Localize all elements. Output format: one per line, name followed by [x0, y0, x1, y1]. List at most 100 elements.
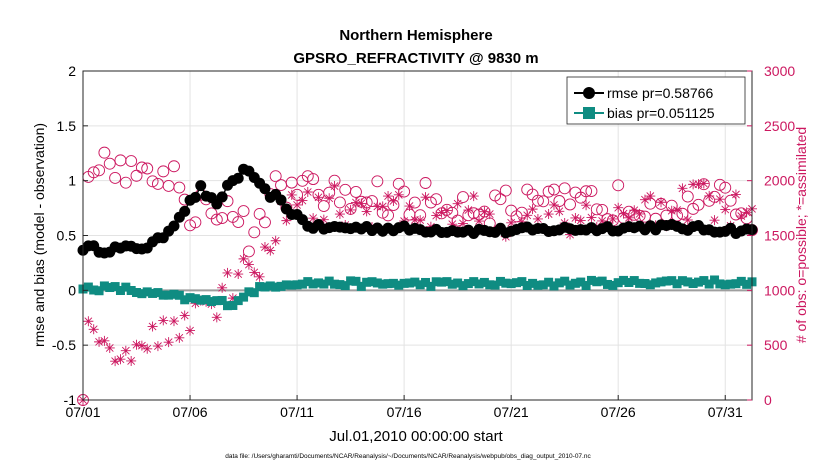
bias-point [720, 280, 730, 290]
obs-possible-point [580, 185, 593, 198]
obs-possible-point [93, 164, 106, 177]
bias-point [544, 277, 554, 287]
y-axis-left-label: rmse and bias (model - observation) [31, 123, 47, 347]
bias-point [271, 282, 281, 292]
obs-possible-point [558, 182, 571, 195]
bias-point [736, 276, 746, 286]
obs-assimilated-point [233, 269, 244, 280]
obs-assimilated-point [115, 354, 126, 365]
obs-assimilated-point [404, 201, 415, 212]
obs-possible-point [119, 176, 132, 189]
obs-assimilated-point [447, 219, 458, 230]
obs-possible-point [269, 170, 282, 183]
y-right-tick-label: 1500 [764, 228, 795, 244]
obs-assimilated-point [292, 199, 303, 210]
obs-assimilated-point [94, 336, 105, 347]
obs-assimilated-point [474, 216, 485, 227]
obs-assimilated-point [720, 204, 731, 215]
bias-point [699, 276, 709, 286]
rmse-point [189, 191, 201, 203]
obs-assimilated-point [243, 259, 254, 270]
bias-point [180, 295, 190, 305]
x-axis-label: Jul.01,2010 00:00:00 start [329, 428, 503, 445]
bias-point [388, 278, 398, 288]
bias-point [624, 278, 634, 288]
bias-point [608, 280, 618, 290]
obs-assimilated-point [286, 189, 297, 200]
x-tick-label: 07/06 [173, 404, 208, 420]
bias-point [431, 277, 441, 287]
bias-point [479, 277, 489, 287]
obs-possible-point [130, 169, 143, 182]
obs-possible-point [189, 216, 202, 229]
obs-possible-point [285, 176, 298, 189]
y-left-tick-label: 0.5 [57, 228, 77, 244]
bias-point [158, 290, 168, 300]
bias-point [458, 281, 468, 291]
obs-possible-point [590, 203, 603, 216]
bias-point [565, 280, 575, 290]
bias-point [367, 277, 377, 287]
rmse-point [195, 180, 207, 192]
x-tick-label: 07/11 [280, 404, 314, 420]
obs-assimilated-point [586, 212, 597, 223]
legend: rmse pr=0.58766 bias pr=0.051125 [566, 76, 746, 125]
bias-point [693, 277, 703, 287]
bias-point [249, 288, 259, 298]
legend-rmse-label: rmse pr=0.58766 [607, 85, 713, 101]
bias-point [645, 280, 655, 290]
obs-assimilated-point [431, 210, 442, 221]
obs-assimilated-point [730, 189, 741, 200]
bias-point [576, 277, 586, 287]
obs-assimilated-point [457, 218, 468, 229]
chart-title: Northern Hemisphere [339, 27, 492, 44]
obs-assimilated-point [163, 337, 174, 348]
obs-possible-point [612, 179, 625, 192]
obs-assimilated-point [468, 191, 479, 202]
bias-point [169, 289, 179, 299]
obs-assimilated-point [639, 194, 650, 205]
obs-possible-point [253, 208, 266, 220]
obs-assimilated-point [110, 356, 121, 367]
obs-assimilated-point [618, 208, 629, 219]
obs-possible-point [692, 198, 705, 211]
obs-possible-point [537, 195, 550, 208]
obs-possible-point [494, 193, 507, 206]
obs-assimilated-point [179, 310, 190, 321]
bias-point [356, 281, 366, 291]
obs-assimilated-point [334, 209, 345, 220]
obs-assimilated-point [281, 215, 292, 226]
bias-point [672, 279, 682, 289]
bias-point [490, 280, 500, 290]
bias-point [453, 278, 463, 288]
obs-possible-point [307, 173, 320, 186]
rmse-point [168, 220, 180, 232]
obs-assimilated-point [420, 192, 431, 203]
y-axis-right-label: # of obs: o=possible; *=assimilated [793, 127, 809, 343]
bias-point [244, 287, 254, 297]
obs-assimilated-point [238, 253, 249, 264]
bias-point [137, 289, 147, 299]
obs-assimilated-point [693, 179, 704, 190]
bias-point [308, 279, 318, 289]
obs-possible-point [114, 154, 127, 167]
bias-point [281, 280, 291, 290]
bias-point [303, 277, 313, 287]
legend-bias-marker [583, 107, 595, 119]
bias-point [522, 280, 532, 290]
bias-point [726, 279, 736, 289]
bias-point [538, 280, 548, 290]
obs-assimilated-point [308, 213, 319, 224]
obs-assimilated-point [415, 215, 426, 226]
bias-point [560, 276, 570, 286]
obs-possible-point [392, 177, 405, 190]
obs-assimilated-point [297, 195, 308, 206]
obs-assimilated-point [254, 271, 265, 282]
obs-assimilated-point [168, 316, 179, 327]
obs-assimilated-point [548, 199, 559, 210]
obs-possible-point [457, 191, 469, 204]
bias-point [362, 277, 372, 287]
obs-assimilated-point [463, 205, 474, 216]
obs-assimilated-point [227, 293, 238, 304]
obs-assimilated-point [575, 215, 586, 226]
